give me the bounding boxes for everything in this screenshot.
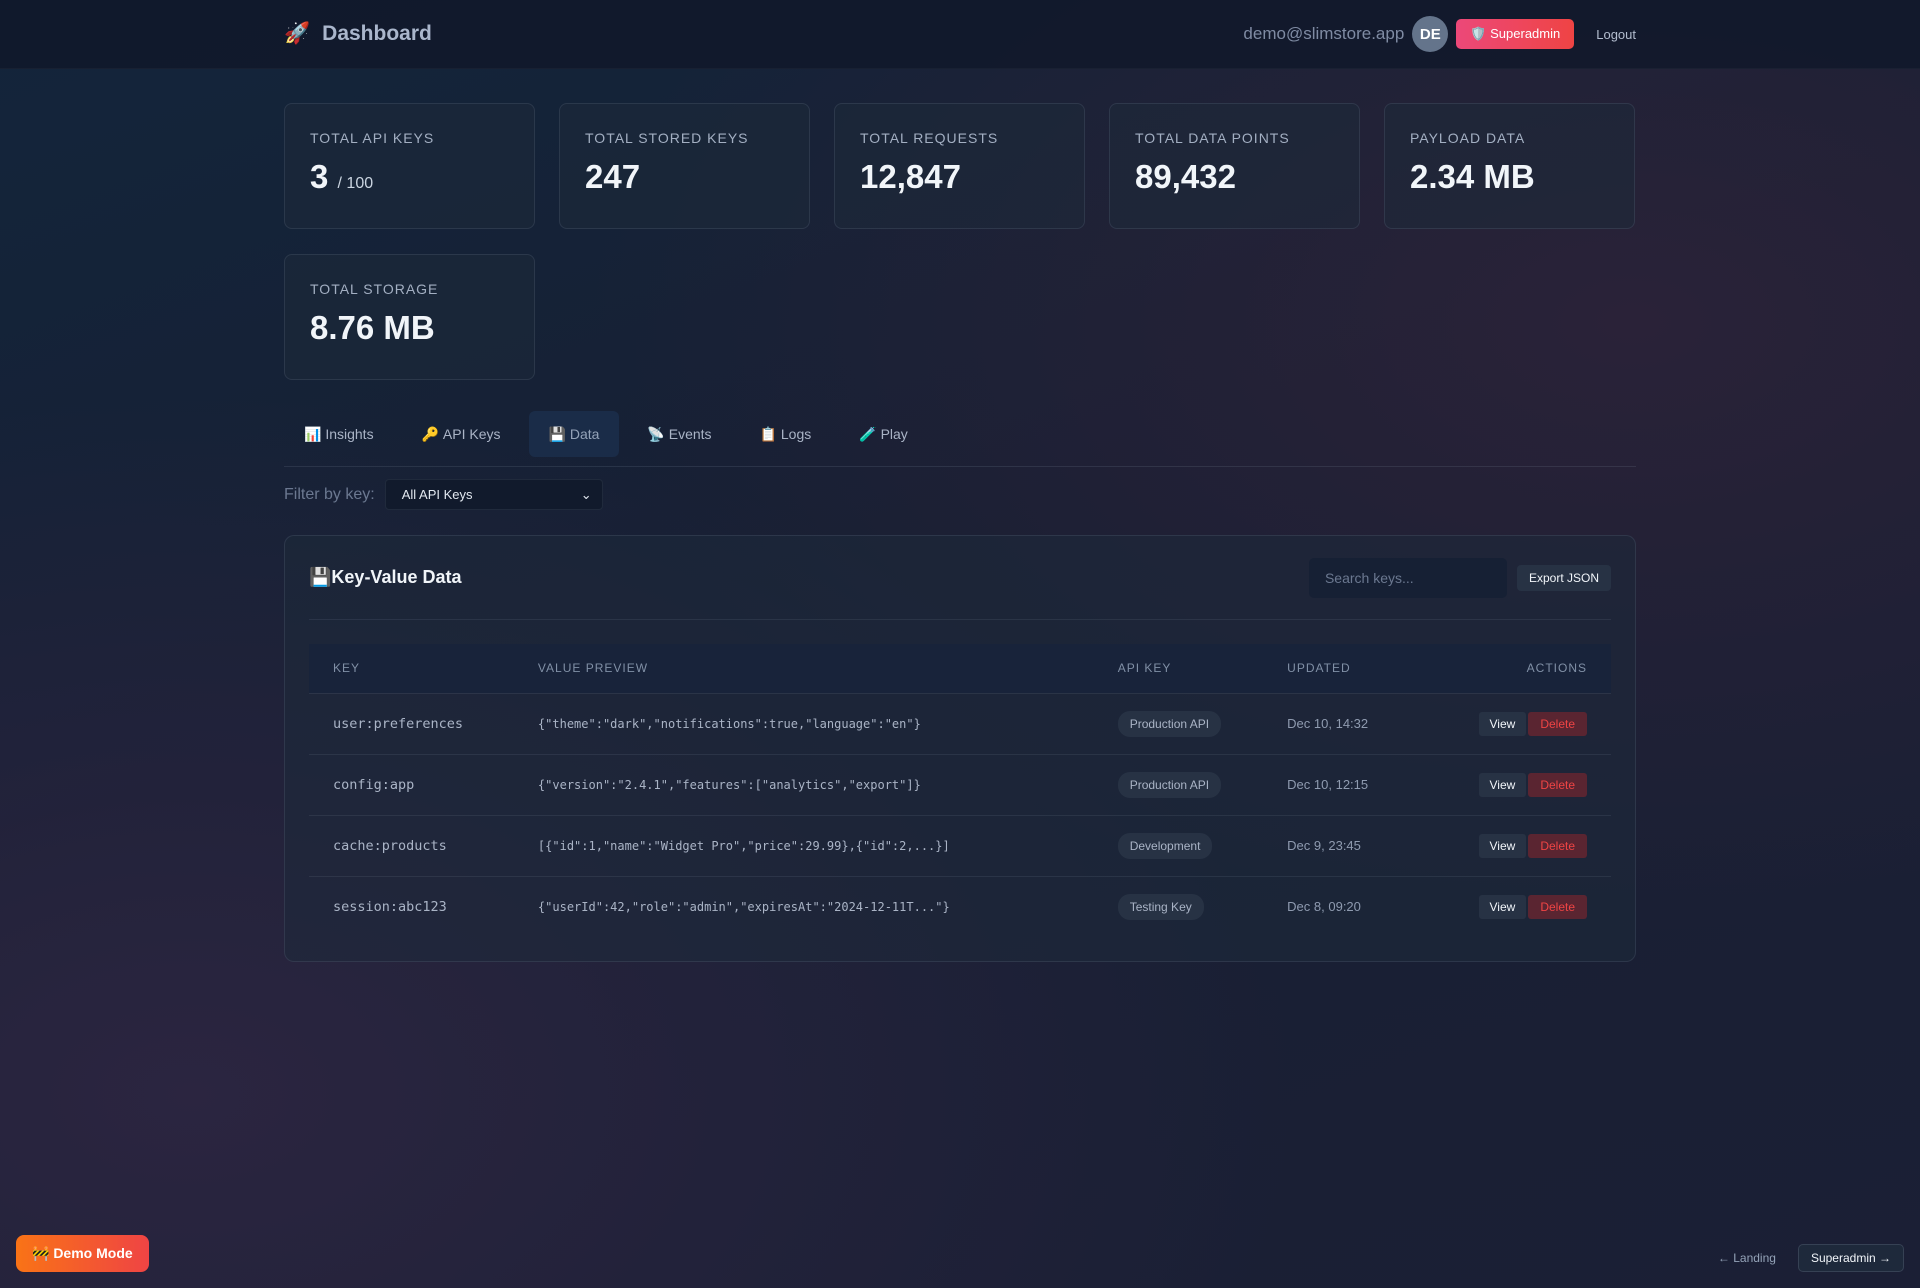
stat-label: TOTAL REQUESTS	[860, 130, 999, 146]
row-key: config:app	[309, 753, 514, 815]
stat-card: TOTAL REQUESTS 12,847	[834, 103, 1085, 229]
row-key: cache:products	[309, 814, 514, 876]
superadmin-link[interactable]: Superadmin →	[1797, 1244, 1904, 1272]
api-key-badge: Development	[1117, 832, 1213, 859]
superadmin-button[interactable]: 🛡️ Superadmin	[1456, 19, 1575, 49]
stat-value: 2.34 MB	[1410, 158, 1535, 195]
view-button[interactable]: View	[1478, 712, 1527, 736]
view-button[interactable]: View	[1478, 895, 1527, 920]
tab-logs[interactable]: 📋 Logs	[759, 425, 812, 443]
view-button[interactable]: View	[1478, 773, 1527, 797]
app-title: Dashboard	[322, 22, 432, 45]
delete-button[interactable]: Delete	[1528, 834, 1587, 858]
stat-label: TOTAL STORED KEYS	[585, 130, 749, 146]
column-header: ACTIONS	[1402, 644, 1611, 693]
filter-bar: Filter by key: All API Keys ⌄	[284, 479, 603, 510]
tab-bar: 📊 Insights 🔑 API Keys 💾 Data 📡 Events 📋 Logs…	[284, 411, 1636, 467]
stat-label: TOTAL DATA POINTS	[1135, 130, 1290, 146]
superadmin-label: Superadmin	[1490, 26, 1561, 41]
column-header: KEY	[309, 644, 514, 693]
tab-data[interactable]: 💾 Data	[528, 411, 620, 457]
row-value-preview: [{"id":1,"name":"Widget Pro","price":29.…	[513, 814, 1094, 876]
stat-limit: / 100	[337, 175, 374, 192]
tab-events[interactable]: 📡 Events	[647, 425, 712, 443]
stat-card: TOTAL DATA POINTS 89,432	[1109, 103, 1360, 229]
api-key-badge: Testing Key	[1117, 893, 1204, 920]
table-row: session:abc123 {"userId":42,"role":"admi…	[309, 875, 1611, 937]
chevron-down-icon: ⌄	[580, 486, 592, 502]
logout-button[interactable]: Logout	[1596, 26, 1636, 42]
search-input[interactable]: Search keys...	[1308, 557, 1507, 598]
floppy-disk-icon: 💾	[309, 567, 332, 587]
brand[interactable]: 🚀 Dashboard	[284, 22, 432, 46]
user-email: demo@slimstore.app	[1243, 24, 1405, 43]
tab-icon: 📊	[304, 425, 322, 442]
row-updated: Dec 10, 14:32	[1263, 692, 1403, 754]
tab-icon: 💾	[548, 425, 566, 442]
table-row: config:app {"version":"2.4.1","features"…	[309, 753, 1611, 815]
avatar[interactable]: DE	[1412, 16, 1449, 52]
select-value: All API Keys	[401, 487, 473, 502]
stat-value: 3	[310, 158, 329, 195]
key-value-panel: 💾Key-Value Data Search keys... Export JS…	[284, 535, 1636, 962]
row-value-preview: {"userId":42,"role":"admin","expiresAt":…	[513, 875, 1094, 937]
data-table: KEY VALUE PREVIEW API KEY UPDATED ACTIONS us…	[309, 644, 1611, 937]
row-updated: Dec 10, 12:15	[1263, 753, 1403, 815]
stats-cards: TOTAL API KEYS 3 / 100 TOTAL STORED KEYS 24…	[284, 103, 1636, 380]
shield-icon: 🛡️	[1470, 26, 1487, 41]
delete-button[interactable]: Delete	[1528, 773, 1587, 797]
tab-icon: 📡	[647, 425, 665, 442]
tab-api-keys[interactable]: 🔑 API Keys	[421, 425, 501, 443]
tab-play[interactable]: 🧪 Play	[859, 425, 908, 443]
row-key: session:abc123	[309, 875, 514, 937]
tab-icon: 🧪	[859, 425, 877, 442]
row-value-preview: {"version":"2.4.1","features":["analytic…	[513, 753, 1094, 815]
view-button[interactable]: View	[1478, 834, 1527, 858]
filter-label: Filter by key:	[284, 485, 375, 503]
delete-button[interactable]: Delete	[1528, 712, 1587, 736]
api-key-select[interactable]: All API Keys ⌄	[384, 479, 603, 510]
table-row: user:preferences {"theme":"dark","notifi…	[309, 692, 1611, 754]
stat-value: 247	[585, 158, 641, 195]
stat-label: TOTAL STORAGE	[310, 281, 439, 297]
top-header: 🚀 Dashboard demo@slimstore.app DE 🛡️ Supe…	[0, 0, 1920, 69]
panel-title: 💾Key-Value Data	[309, 567, 462, 587]
rocket-icon: 🚀	[284, 22, 311, 45]
export-json-button[interactable]: Export JSON	[1516, 564, 1611, 591]
stat-card: TOTAL API KEYS 3 / 100	[284, 103, 535, 229]
tab-icon: 🔑	[421, 425, 440, 442]
column-header: UPDATED	[1263, 644, 1403, 693]
column-header: VALUE PREVIEW	[513, 644, 1094, 693]
row-value-preview: {"theme":"dark","notifications":true,"la…	[513, 692, 1094, 754]
api-key-badge: Production API	[1117, 710, 1222, 737]
stat-label: TOTAL API KEYS	[310, 130, 435, 146]
stat-card: TOTAL STORED KEYS 247	[559, 103, 810, 229]
stat-value: 89,432	[1135, 158, 1236, 195]
api-key-badge: Production API	[1117, 771, 1222, 798]
row-updated: Dec 8, 09:20	[1263, 875, 1403, 937]
tab-icon: 📋	[759, 425, 777, 442]
row-key: user:preferences	[309, 692, 514, 754]
stat-label: PAYLOAD DATA	[1410, 130, 1526, 146]
demo-mode-button[interactable]: 🚧 Demo Mode	[16, 1235, 149, 1272]
tab-insights[interactable]: 📊 Insights	[304, 425, 374, 443]
column-header: API KEY	[1093, 644, 1264, 693]
stat-value: 12,847	[860, 158, 961, 195]
table-row: cache:products [{"id":1,"name":"Widget P…	[309, 814, 1611, 876]
stat-card: TOTAL STORAGE 8.76 MB	[284, 254, 535, 380]
footer-nav: ← Landing Superadmin →	[1718, 1244, 1904, 1272]
landing-link[interactable]: ← Landing	[1717, 1251, 1776, 1265]
delete-button[interactable]: Delete	[1528, 895, 1587, 920]
row-updated: Dec 9, 23:45	[1263, 814, 1403, 876]
stat-value: 8.76 MB	[310, 309, 435, 346]
stat-card: PAYLOAD DATA 2.34 MB	[1384, 103, 1635, 229]
